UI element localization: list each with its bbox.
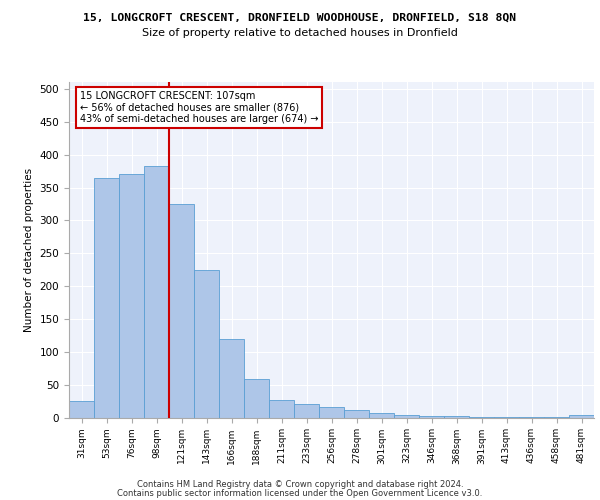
Bar [369, 413, 394, 418]
Bar [94, 178, 119, 418]
Bar [169, 204, 194, 418]
Bar [144, 166, 169, 417]
Bar [319, 407, 344, 418]
Bar [444, 416, 469, 418]
Bar [494, 417, 519, 418]
Text: Contains HM Land Registry data © Crown copyright and database right 2024.: Contains HM Land Registry data © Crown c… [137, 480, 463, 489]
Bar [244, 380, 269, 418]
Bar [69, 401, 94, 417]
Text: 15 LONGCROFT CRESCENT: 107sqm
← 56% of detached houses are smaller (876)
43% of : 15 LONGCROFT CRESCENT: 107sqm ← 56% of d… [79, 91, 318, 124]
Bar [419, 416, 444, 418]
Bar [519, 417, 544, 418]
Bar [194, 270, 219, 418]
Text: 15, LONGCROFT CRESCENT, DRONFIELD WOODHOUSE, DRONFIELD, S18 8QN: 15, LONGCROFT CRESCENT, DRONFIELD WOODHO… [83, 12, 517, 22]
Text: Contains public sector information licensed under the Open Government Licence v3: Contains public sector information licen… [118, 488, 482, 498]
Bar [394, 415, 419, 418]
Bar [219, 338, 244, 417]
Bar [119, 174, 144, 418]
Bar [344, 410, 369, 418]
Bar [269, 400, 294, 417]
Text: Size of property relative to detached houses in Dronfield: Size of property relative to detached ho… [142, 28, 458, 38]
Bar [469, 417, 494, 418]
Bar [569, 415, 594, 418]
Bar [544, 417, 569, 418]
Bar [294, 404, 319, 417]
Y-axis label: Number of detached properties: Number of detached properties [24, 168, 34, 332]
